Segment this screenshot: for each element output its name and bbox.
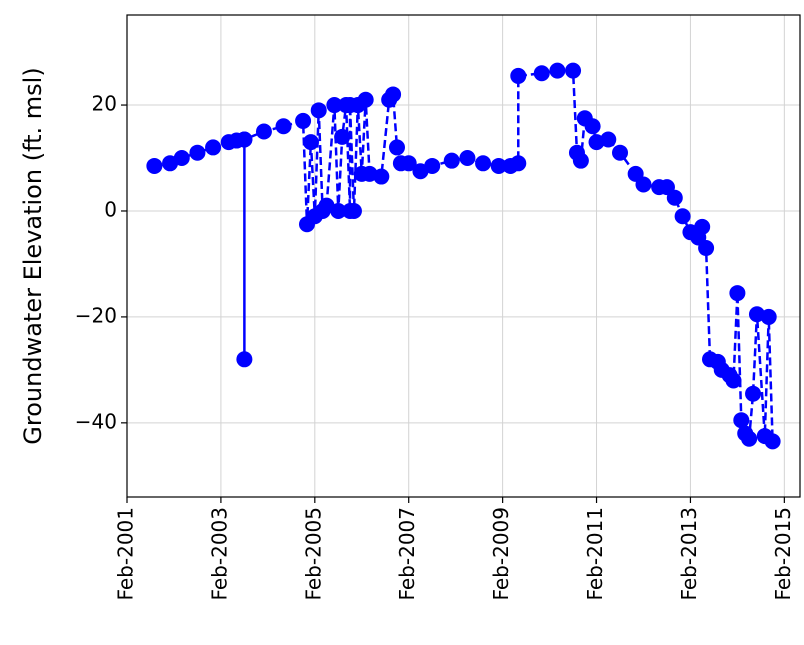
data-point — [295, 112, 312, 129]
data-point — [357, 91, 374, 108]
data-point — [549, 62, 566, 79]
data-point — [674, 208, 691, 225]
series-line — [154, 69, 774, 443]
x-tick-label: Feb-2009 — [489, 507, 513, 601]
data-point — [334, 128, 351, 145]
data-point — [760, 308, 777, 325]
x-tick-label: Feb-2003 — [207, 507, 231, 601]
data-point — [345, 202, 362, 219]
data-point — [189, 144, 206, 161]
data-point — [510, 67, 527, 84]
data-point — [725, 372, 742, 389]
data-point — [424, 157, 441, 174]
x-tick-label: Feb-2011 — [583, 507, 607, 601]
data-point — [310, 102, 327, 119]
data-point — [236, 351, 253, 368]
x-tick-label: Feb-2007 — [395, 507, 419, 601]
data-point — [146, 157, 163, 174]
data-point — [733, 412, 750, 429]
data-point — [698, 240, 715, 257]
x-tick-label: Feb-2013 — [677, 507, 701, 601]
data-point — [612, 144, 629, 161]
y-tick-label: −20 — [75, 303, 117, 327]
data-point — [533, 65, 550, 82]
data-point — [173, 150, 190, 167]
data-point — [373, 168, 390, 185]
data-point — [666, 189, 683, 206]
data-point — [255, 123, 272, 140]
y-tick-label: 0 — [104, 197, 117, 221]
data-point — [236, 131, 253, 148]
x-tick-label: Feb-2001 — [114, 507, 138, 601]
data-point — [741, 430, 758, 447]
data-point — [694, 218, 711, 235]
x-tick-label: Feb-2005 — [301, 507, 325, 601]
data-point — [275, 118, 292, 135]
data-point — [510, 155, 527, 172]
data-point — [400, 155, 417, 172]
plot-frame — [126, 14, 801, 498]
data-point — [205, 139, 222, 156]
data-point — [388, 139, 405, 156]
data-point — [475, 155, 492, 172]
data-point — [729, 285, 746, 302]
data-point — [584, 118, 601, 135]
data-point — [302, 134, 319, 151]
data-point — [764, 433, 781, 450]
x-tick-label: Feb-2015 — [771, 507, 795, 601]
y-axis-label: Groundwater Elevation (ft. msl) — [19, 67, 47, 444]
data-point — [385, 86, 402, 103]
y-tick-label: 20 — [92, 92, 117, 116]
data-point — [635, 176, 652, 193]
data-point — [459, 150, 476, 167]
data-point — [572, 152, 589, 169]
data-point — [326, 97, 343, 114]
data-point — [565, 62, 582, 79]
data-point — [443, 152, 460, 169]
data-point — [600, 131, 617, 148]
y-tick-label: −40 — [75, 409, 117, 433]
data-point — [330, 202, 347, 219]
data-point — [490, 157, 507, 174]
data-point — [745, 385, 762, 402]
